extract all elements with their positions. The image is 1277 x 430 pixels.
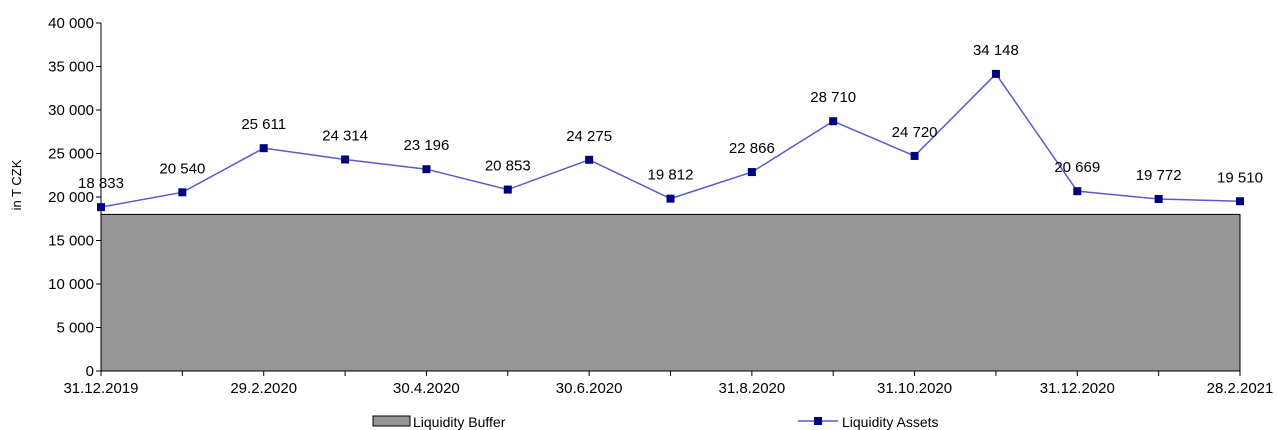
liquidity-assets-point [666,194,675,203]
data-label: 19 772 [1136,167,1182,184]
y-axis-title: in T CZK [9,159,24,210]
legend-label-liquidity-buffer: Liquidity Buffer [413,414,506,430]
liquidity-assets-point [1154,194,1163,203]
liquidity-assets-point [503,185,512,194]
data-label: 20 669 [1054,159,1100,176]
y-tick-label: 15 000 [48,233,94,250]
y-tick-label: 20 000 [48,189,94,206]
data-label: 22 866 [729,140,775,157]
liquidity-assets-point [341,155,350,164]
liquidity-assets-line [100,72,1241,208]
legend-swatch-liquidity-buffer [372,415,411,427]
data-label: 34 148 [973,42,1019,59]
y-tick-label: 0 [86,363,94,380]
data-label: 24 275 [566,128,612,145]
x-tick-label: 31.10.2020 [877,380,952,397]
y-tick-label: 35 000 [48,59,94,76]
data-label: 20 853 [485,158,531,175]
liquidity-assets-point [1236,197,1244,206]
liquidity-assets-point [991,69,1000,78]
liquidity-buffer-area [100,213,1241,372]
data-label: 28 710 [810,89,856,106]
liquidity-assets-point [178,188,187,197]
liquidity-assets-point [97,203,105,212]
liquidity-assets-point [829,117,838,126]
liquidity-assets-point [910,151,919,160]
y-tick-label: 30 000 [48,102,94,119]
data-label: 25 611 [241,116,286,133]
liquidity-assets-point [1073,187,1082,196]
y-tick-label: 40 000 [48,15,94,32]
liquidity-assets-point [259,144,268,153]
liquidity-assets-point [585,155,594,164]
data-label: 19 812 [648,167,694,184]
data-label: 23 196 [403,137,449,154]
data-label: 24 314 [322,127,368,144]
legend-label-liquidity-assets: Liquidity Assets [842,414,939,430]
liquidity-assets-point [422,165,431,174]
data-label: 19 510 [1217,169,1263,186]
data-label: 18 833 [78,175,124,192]
data-label: 24 720 [892,124,938,141]
y-tick-label: 5 000 [56,320,94,337]
y-tick-label: 10 000 [48,276,94,293]
data-label: 20 540 [159,160,205,177]
x-tick-label: 30.4.2020 [393,380,460,397]
y-tick-label: 25 000 [48,146,94,163]
x-tick-label: 29.2.2020 [230,380,297,397]
liquidity-assets-point [747,168,756,177]
legend-marker-liquidity-assets [814,417,822,425]
x-tick-label: 31.12.2020 [1040,380,1115,397]
x-tick-label: 30.6.2020 [556,380,623,397]
x-tick-label: 28.2.2021 [1207,380,1274,397]
x-tick-label: 31.8.2020 [718,380,785,397]
x-tick-label: 31.12.2019 [63,380,138,397]
